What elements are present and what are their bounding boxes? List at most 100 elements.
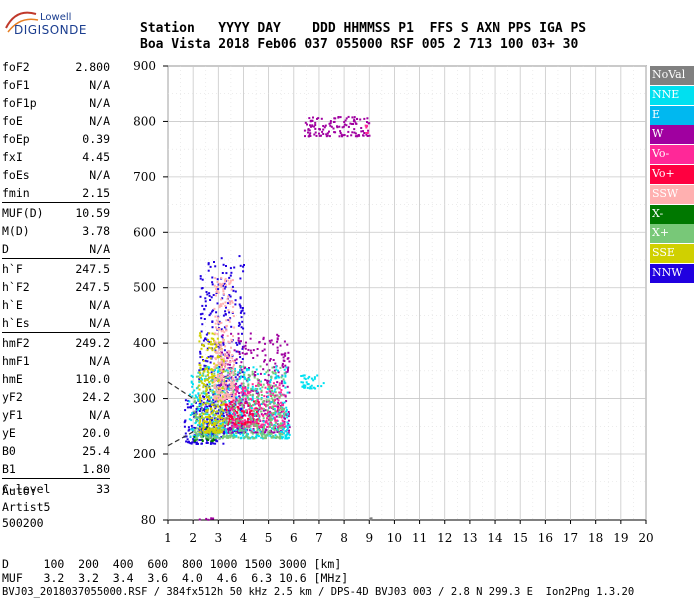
- echo-point-ssw: [219, 378, 222, 381]
- echo-point-vo: [266, 413, 268, 415]
- echo-point-nnw: [209, 355, 212, 358]
- echo-point-ssw: [223, 362, 225, 365]
- echo-point-nne: [284, 375, 287, 378]
- echo-point-nnw: [239, 407, 242, 410]
- echo-point-x: [280, 426, 282, 429]
- echo-point-w: [304, 121, 307, 124]
- echo-point-nne: [242, 434, 245, 437]
- echo-point-x: [268, 430, 271, 433]
- echo-point-nne: [254, 387, 257, 390]
- echo-point-vo: [228, 402, 231, 405]
- echo-point-x: [234, 406, 237, 409]
- echo-point-x: [232, 391, 235, 394]
- echo-point-nne: [283, 382, 286, 384]
- echo-point-nnw: [184, 419, 187, 422]
- echo-point-ssw: [213, 366, 216, 368]
- echo-point-x: [207, 385, 210, 388]
- echo-point-vo: [244, 393, 247, 396]
- echo-point-nnw: [218, 320, 221, 323]
- echo-point-nnw: [201, 278, 204, 281]
- x-tick-label: 5: [265, 531, 273, 545]
- echo-point-vo: [255, 410, 258, 413]
- param-label: h`F: [2, 262, 23, 276]
- echo-point-nnw: [241, 371, 244, 374]
- echo-point-x: [260, 394, 263, 396]
- legend-item-x: X-: [650, 204, 694, 224]
- echo-point-w: [268, 418, 271, 421]
- echo-point-w: [367, 129, 370, 132]
- echo-point-sse: [202, 370, 205, 373]
- echo-point-w: [314, 127, 317, 130]
- echo-point-w: [227, 427, 230, 430]
- echo-point-sse: [214, 431, 217, 434]
- echo-point-w: [244, 353, 247, 356]
- echo-point-x: [266, 434, 269, 437]
- echo-point-vo: [232, 419, 235, 422]
- echo-point-nnw: [204, 304, 207, 307]
- echo-point-ssw: [232, 359, 234, 362]
- echo-point-nne: [286, 416, 289, 419]
- echo-point-x: [194, 413, 197, 416]
- echo-point-vo: [235, 425, 238, 428]
- echo-point-x: [226, 435, 229, 437]
- echo-point-x: [201, 408, 204, 411]
- echo-point-nnw: [195, 441, 198, 444]
- echo-point-sse: [217, 431, 220, 434]
- echo-point-sse: [199, 334, 202, 337]
- echo-point-x: [195, 438, 198, 441]
- echo-point-w: [275, 415, 278, 418]
- echo-point-ssw: [233, 360, 236, 363]
- echo-point-nne: [238, 378, 241, 381]
- echo-point-sse: [208, 346, 211, 349]
- echo-point-sse: [203, 420, 206, 423]
- echo-point-sse: [210, 408, 213, 411]
- echo-point-x: [252, 410, 255, 413]
- echo-point-nnw: [206, 383, 209, 386]
- param-row: foF1p N/A: [2, 94, 110, 112]
- echo-point-nnw: [205, 333, 208, 336]
- param-label: foEs: [2, 168, 30, 182]
- echo-point-vo: [278, 414, 281, 417]
- y-tick-label: 700: [133, 170, 156, 184]
- echo-point-vo: [261, 407, 264, 410]
- echo-point-vo: [229, 415, 232, 418]
- echo-point-sse: [220, 358, 223, 361]
- echo-point-x: [257, 384, 260, 387]
- echo-point-w: [237, 428, 240, 431]
- echo-point-x: [271, 389, 273, 392]
- echo-point-nne: [283, 368, 286, 371]
- echo-point-nnw: [217, 412, 220, 415]
- echo-point-vo: [262, 402, 265, 405]
- echo-point-ssw: [219, 387, 222, 390]
- echo-point-sse: [206, 369, 209, 372]
- echo-point-nne: [239, 368, 242, 371]
- echo-point-ssw: [223, 364, 226, 367]
- echo-point-w: [324, 124, 327, 127]
- echo-point-ssw: [226, 397, 229, 400]
- echo-point-ssw: [219, 352, 222, 355]
- echo-point-ssw: [219, 375, 222, 378]
- echo-point-nnw: [222, 314, 225, 317]
- echo-point-w: [277, 409, 279, 412]
- plot-frame: [167, 65, 647, 521]
- echo-point-nne: [281, 422, 284, 425]
- echo-point-x: [272, 407, 275, 410]
- echo-point-sse: [209, 343, 212, 346]
- echo-point-nnw: [210, 405, 212, 408]
- echo-point-x: [253, 376, 256, 379]
- echo-point-x: [262, 400, 265, 403]
- echo-point-sse: [203, 426, 206, 429]
- echo-point-ssw: [227, 396, 230, 399]
- param-row: yE 20.0: [2, 424, 110, 442]
- echo-point-nnw: [225, 265, 227, 267]
- echo-point-sse: [198, 388, 201, 391]
- echo-point-vo: [265, 391, 268, 394]
- echo-point-sse: [206, 428, 209, 431]
- echo-point-nnw: [239, 296, 242, 299]
- echo-point-nnw: [201, 368, 204, 371]
- echo-point-w: [287, 419, 290, 422]
- echo-point-w: [236, 378, 239, 381]
- echo-point-sse: [209, 340, 212, 343]
- echo-point-w: [279, 344, 282, 347]
- echo-point-nne: [219, 370, 222, 373]
